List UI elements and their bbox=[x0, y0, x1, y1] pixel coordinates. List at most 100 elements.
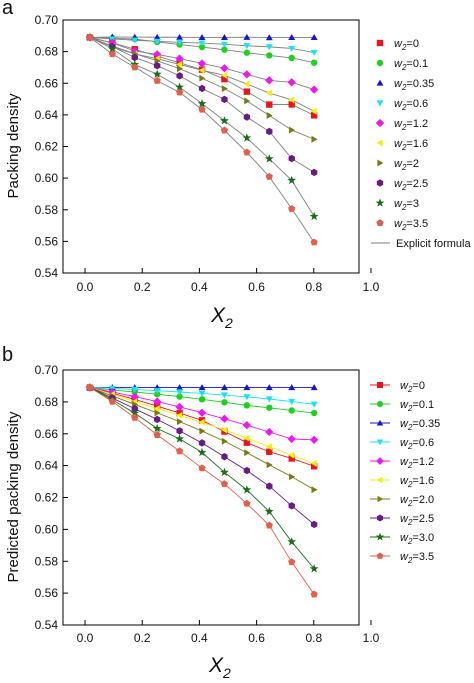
y-tick: 0.60 bbox=[35, 522, 68, 536]
data-point bbox=[310, 520, 318, 529]
x-tick: 0.0 bbox=[77, 620, 94, 645]
data-point bbox=[265, 44, 273, 51]
data-point bbox=[153, 50, 162, 59]
y-tick-label: 0.64 bbox=[35, 459, 59, 473]
y-tick-label: 0.56 bbox=[35, 234, 59, 248]
data-point bbox=[86, 383, 94, 391]
data-point bbox=[199, 427, 206, 435]
legend-var-sub: 2 bbox=[401, 163, 407, 172]
data-point bbox=[244, 97, 251, 105]
data-point bbox=[287, 78, 296, 87]
legend-value: =2.5 bbox=[412, 513, 434, 525]
data-point bbox=[152, 423, 162, 433]
legend-var-main: w bbox=[400, 551, 409, 563]
data-point bbox=[264, 506, 274, 516]
data-point bbox=[220, 64, 229, 73]
legend-value: =0.35 bbox=[412, 418, 440, 430]
data-point bbox=[310, 384, 318, 391]
data-point bbox=[153, 76, 161, 84]
data-point bbox=[153, 415, 161, 424]
y-tick: 0.54 bbox=[35, 266, 68, 280]
x-tick-label: 1.0 bbox=[363, 631, 380, 645]
data-point bbox=[176, 33, 184, 40]
data-point bbox=[242, 70, 252, 79]
legend-label: w2=1.2 bbox=[400, 456, 434, 470]
legend-var-sub: 2 bbox=[407, 480, 413, 489]
legend-label: w2=3 bbox=[394, 198, 419, 212]
x-tick-label: 0.2 bbox=[134, 631, 151, 645]
data-point bbox=[220, 414, 229, 423]
legend-label: w2=3.5 bbox=[394, 218, 428, 232]
y-tick-label: 0.62 bbox=[35, 491, 59, 505]
data-point bbox=[152, 69, 162, 78]
legend-entry: w2=0.6 bbox=[370, 437, 434, 451]
legend-entry: w2=0.6 bbox=[376, 98, 428, 112]
legend-value: =0.6 bbox=[406, 98, 428, 110]
data-point bbox=[377, 401, 383, 407]
data-point bbox=[376, 457, 384, 465]
legend-value: =3 bbox=[406, 198, 419, 210]
x-tick: 0.2 bbox=[134, 620, 151, 645]
legend-var-main: w bbox=[394, 98, 403, 110]
panel-a-x-axis-label: X2 bbox=[210, 304, 233, 331]
legend-fit-label: Explicit formula bbox=[396, 238, 471, 250]
data-point bbox=[310, 107, 317, 115]
data-point bbox=[86, 33, 94, 41]
y-tick: 0.64 bbox=[35, 459, 68, 473]
data-point bbox=[176, 409, 183, 417]
panel-a-plot-area bbox=[85, 32, 319, 246]
data-point bbox=[175, 434, 185, 443]
data-point bbox=[266, 482, 273, 490]
legend-var-main: w bbox=[400, 475, 409, 487]
legend-var-main: w bbox=[394, 218, 403, 230]
legend-var-sub: 2 bbox=[401, 223, 407, 232]
data-point bbox=[198, 418, 205, 426]
data-point bbox=[220, 41, 228, 48]
legend-label: w2=0 bbox=[394, 38, 419, 52]
x-label-main: X bbox=[208, 654, 224, 677]
data-point bbox=[198, 34, 206, 41]
legend-var-sub: 2 bbox=[407, 499, 413, 508]
data-point bbox=[289, 473, 296, 481]
data-point bbox=[288, 154, 295, 163]
series-4 bbox=[85, 33, 319, 94]
data-point bbox=[310, 401, 318, 408]
data-point bbox=[265, 521, 273, 529]
legend-var-sub: 2 bbox=[401, 183, 407, 192]
legend-var-main: w bbox=[394, 198, 403, 210]
data-point bbox=[107, 43, 117, 53]
legend-entry: w2=1.2 bbox=[370, 456, 434, 470]
legend-var-main: w bbox=[394, 118, 403, 130]
series-2 bbox=[86, 384, 318, 391]
legend-entry: w2=2.5 bbox=[370, 513, 434, 527]
data-point bbox=[243, 43, 251, 50]
data-point bbox=[266, 461, 273, 469]
data-point bbox=[108, 397, 116, 405]
panel-a-plot-frame bbox=[62, 19, 360, 274]
data-point bbox=[154, 409, 161, 417]
data-point bbox=[243, 80, 250, 88]
y-tick-label: 0.70 bbox=[35, 363, 59, 377]
data-point bbox=[198, 43, 206, 51]
data-point bbox=[288, 384, 296, 391]
legend-entry: w2=0 bbox=[376, 38, 419, 52]
x-tick: 0.8 bbox=[305, 620, 322, 645]
panel-a-label: a bbox=[2, 0, 14, 19]
y-tick-label: 0.68 bbox=[35, 45, 59, 59]
data-point bbox=[287, 434, 296, 444]
data-point bbox=[243, 499, 251, 507]
y-tick-label: 0.70 bbox=[35, 13, 59, 27]
legend-entry: w2=2 bbox=[377, 158, 419, 172]
data-point bbox=[288, 204, 296, 212]
data-point bbox=[176, 418, 183, 426]
panel-b-label: b bbox=[2, 344, 13, 366]
legend-label: w2=0.1 bbox=[400, 399, 434, 413]
legend-entry: w2=0.35 bbox=[376, 78, 434, 92]
legend-var-sub: 2 bbox=[401, 63, 407, 72]
legend-var-sub: 2 bbox=[401, 43, 407, 52]
y-tick: 0.62 bbox=[35, 140, 68, 154]
x-tick: 0.6 bbox=[248, 620, 265, 645]
y-tick-label: 0.68 bbox=[35, 395, 59, 409]
legend-entry: w2=0.1 bbox=[376, 58, 428, 72]
data-point bbox=[377, 159, 384, 167]
